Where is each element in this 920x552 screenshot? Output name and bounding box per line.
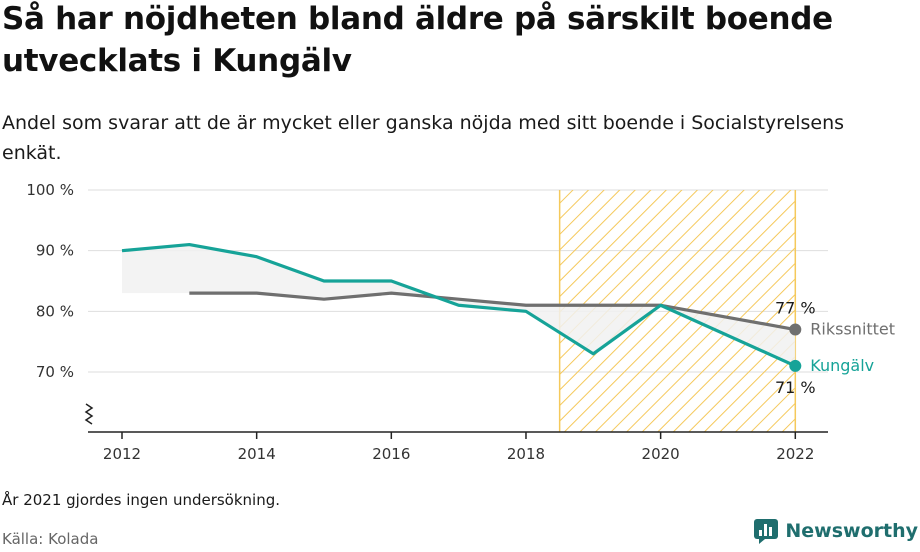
labels: 77 % 71 % Rikssnittet Kungälv bbox=[775, 299, 895, 397]
x-tick-label: 2012 bbox=[103, 445, 141, 463]
y-tick-label: 70 % bbox=[36, 363, 74, 381]
series-name-label: Rikssnittet bbox=[810, 320, 895, 339]
y-tick-label: 80 % bbox=[36, 302, 74, 320]
axis-break-icon bbox=[84, 403, 94, 425]
end-point bbox=[789, 359, 802, 372]
source-text: Källa: Kolada bbox=[2, 530, 99, 548]
series-lines bbox=[121, 242, 802, 372]
line-chart: 70 %80 %90 %100 % 2012 2014 2016 2018 2020 20… bbox=[26, 181, 895, 463]
x-tick-label: 2020 bbox=[642, 445, 680, 463]
series-line bbox=[189, 291, 796, 332]
brand-name: Newsworthy bbox=[785, 520, 918, 542]
end-value-label: 77 % bbox=[775, 299, 816, 318]
x-tick-label: 2014 bbox=[238, 445, 276, 463]
chart-title: Så har nöjdheten bland äldre på särskilt… bbox=[2, 1, 833, 79]
series-name-label: Kungälv bbox=[810, 356, 874, 375]
x-tick-label: 2018 bbox=[507, 445, 545, 463]
series-line bbox=[121, 242, 796, 368]
bar-chart-icon bbox=[754, 519, 779, 544]
end-point bbox=[789, 323, 802, 336]
y-tick-label: 90 % bbox=[36, 242, 74, 260]
end-value-label: 71 % bbox=[775, 378, 816, 397]
x-tick-label: 2022 bbox=[776, 445, 814, 463]
chart-note: År 2021 gjordes ingen undersökning. bbox=[2, 491, 281, 509]
brand-logo[interactable]: Newsworthy bbox=[753, 518, 918, 544]
x-tick-label: 2016 bbox=[372, 445, 410, 463]
x-axis: 2012 2014 2016 2018 2020 2022 bbox=[84, 403, 828, 463]
chart-subtitle: Andel som svarar att de är mycket eller … bbox=[2, 112, 845, 164]
y-tick-label: 100 % bbox=[26, 181, 74, 199]
